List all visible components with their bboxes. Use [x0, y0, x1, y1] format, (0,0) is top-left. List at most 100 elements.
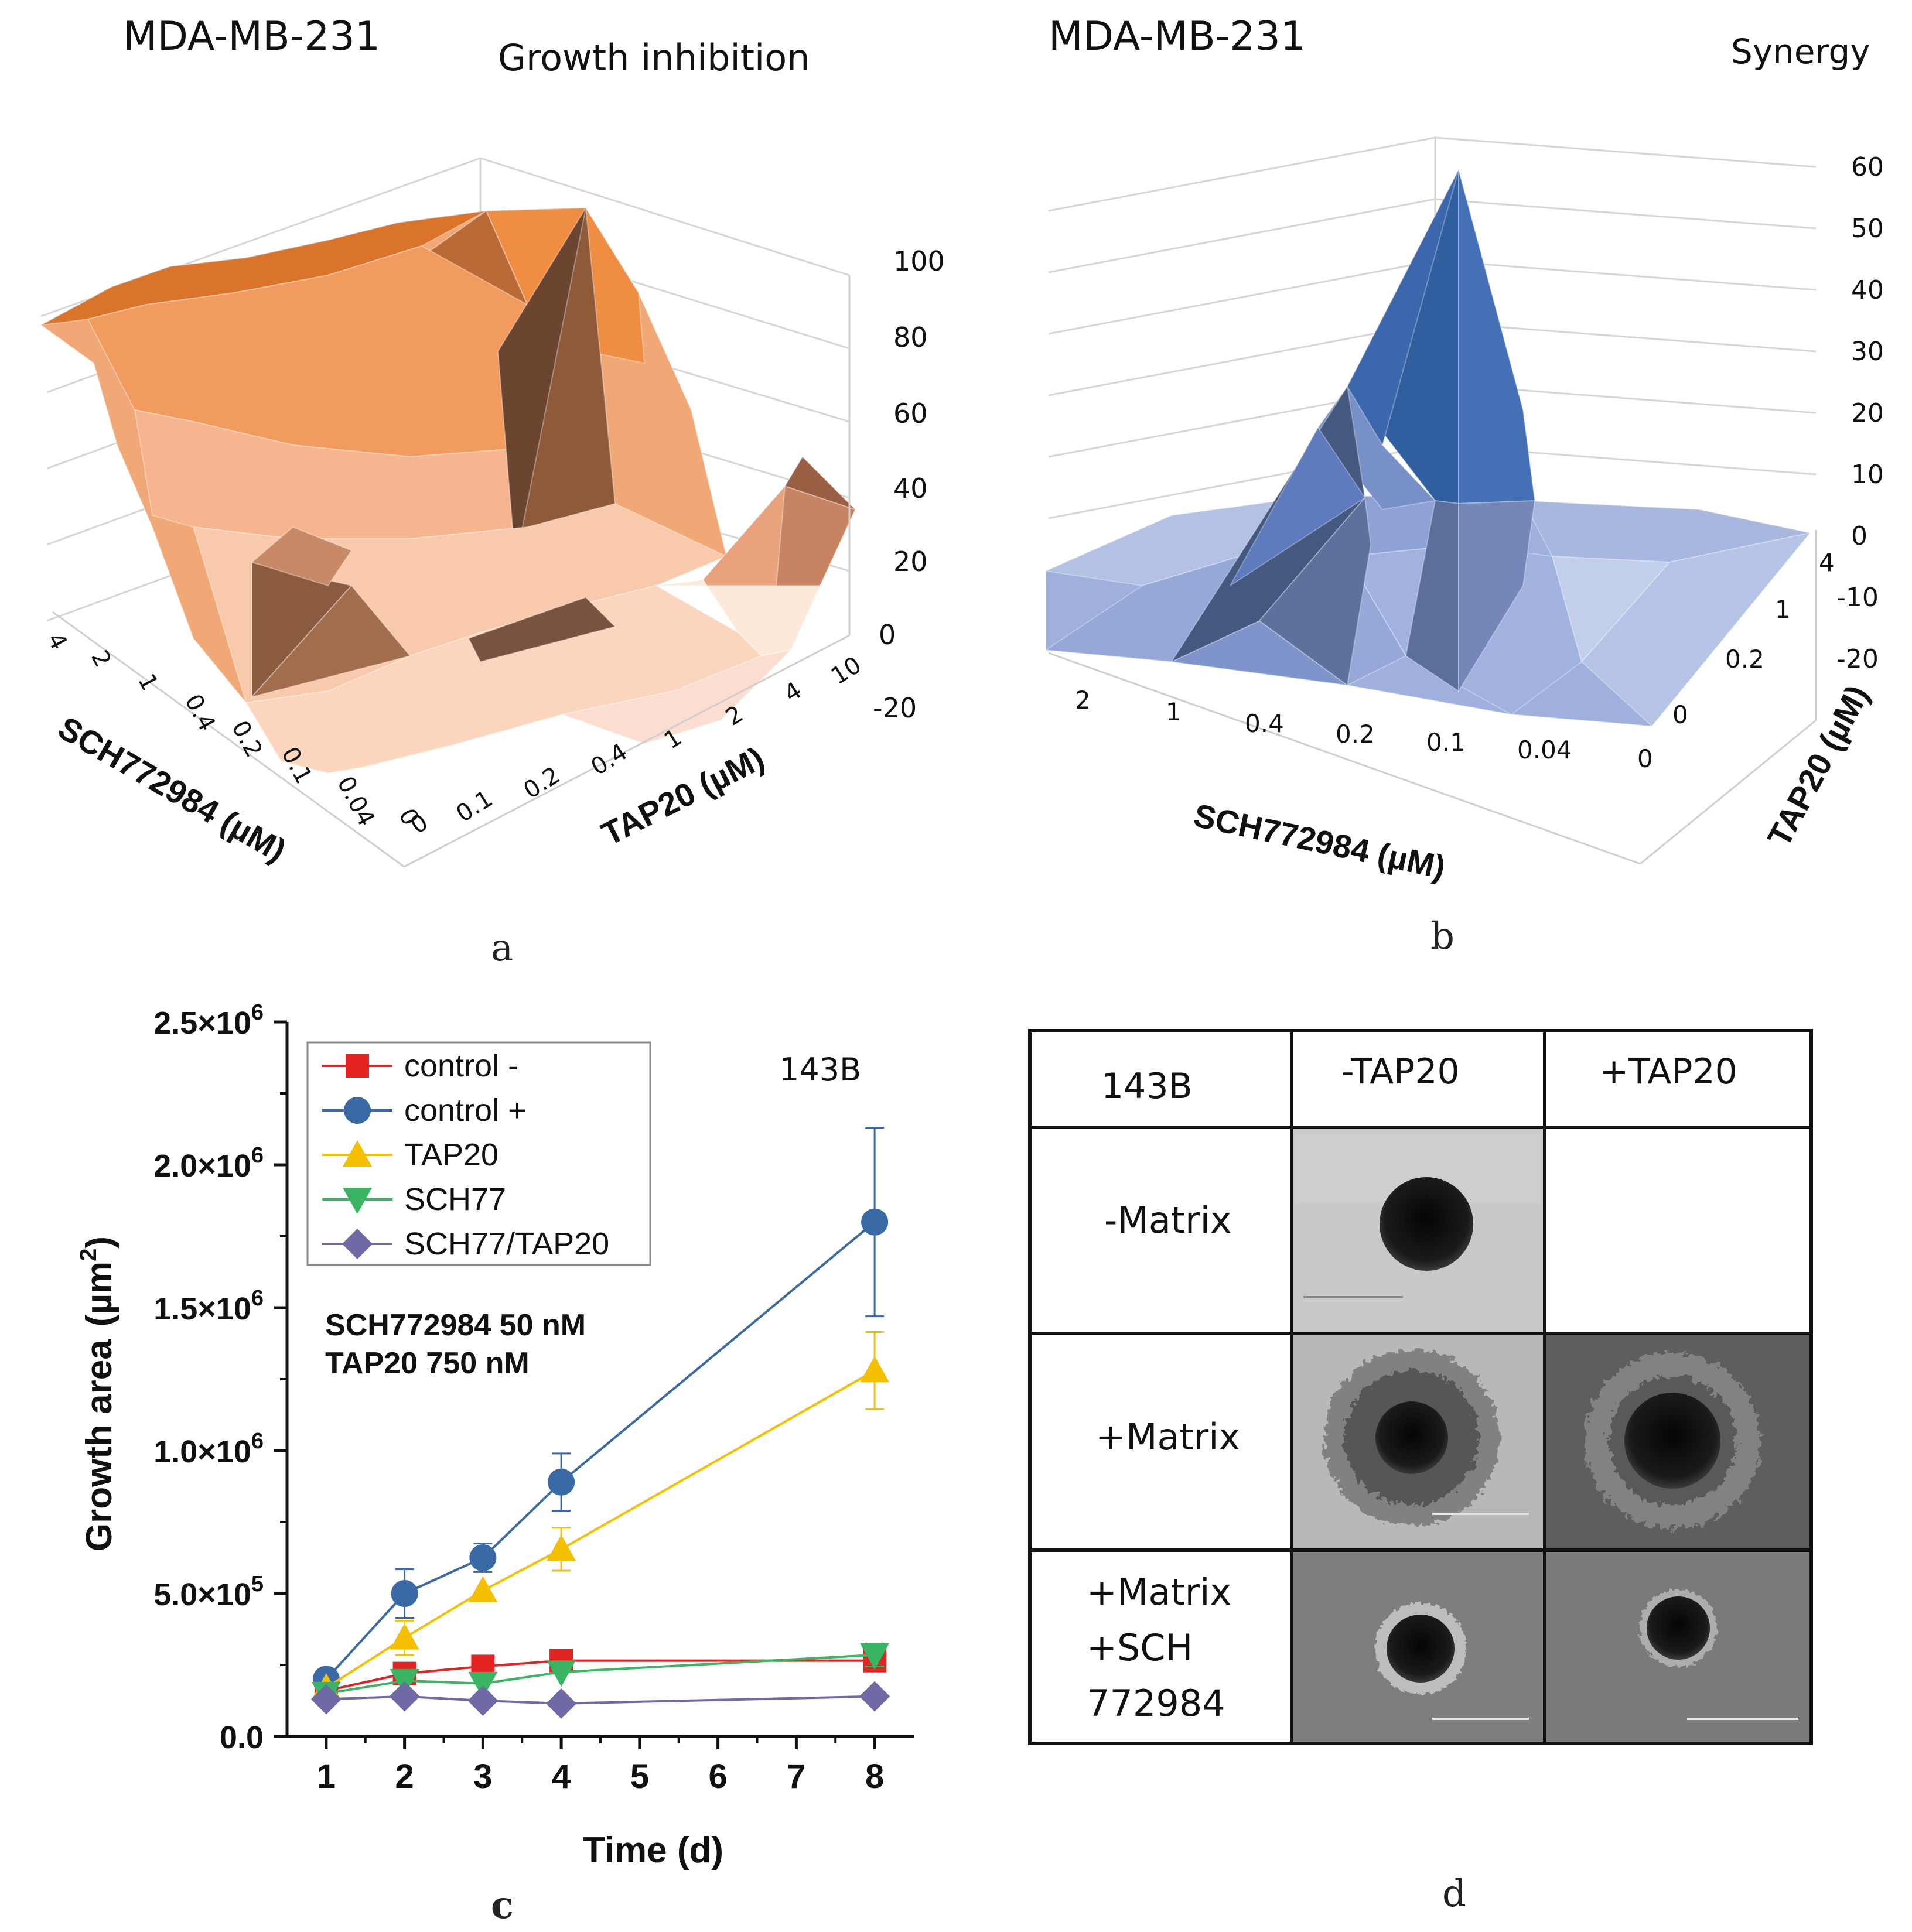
panel-b-tap-tick: 0.2	[1725, 645, 1764, 673]
panel-a-letter: a	[491, 926, 513, 970]
y-tick-text: 5.0×10	[153, 1577, 251, 1612]
panel-b-tap-tick: 0	[1672, 700, 1688, 729]
y-tick-text: 2.5×10	[153, 1006, 251, 1041]
x-tick-label: 3	[473, 1757, 492, 1796]
panel-a-title: Growth inhibition	[498, 36, 810, 79]
image-minus-matrix-plus-tap-empty	[1545, 1127, 1811, 1333]
panel-a-sch-tick: 4	[42, 628, 73, 654]
panel-a-tap-tick: 4	[780, 677, 807, 707]
panel-c-letter: c	[491, 1883, 514, 1927]
legend-marker	[342, 1229, 373, 1259]
series-line	[325, 1221, 876, 1680]
chart-annotation-sch: SCH772984 50 nM	[325, 1308, 586, 1342]
panel-b-letter: b	[1430, 915, 1455, 958]
y-tick-exponent: 6	[251, 1143, 264, 1168]
panel-b-z-tick: 0	[1851, 521, 1867, 551]
panel-a: MDA-MB-231 Growth inhibition	[40, 13, 945, 970]
legend-label: SCH77/TAP20	[404, 1226, 609, 1261]
panel-b: MDA-MB-231 Synergy	[1043, 13, 1884, 958]
panel-a-z-tick: 80	[893, 322, 928, 353]
legend-label: TAP20	[404, 1137, 499, 1172]
panel-b-sch-tick: 0.4	[1245, 709, 1284, 738]
x-tick-label: 6	[708, 1757, 727, 1796]
panel-b-sch-tick: 0	[1637, 744, 1653, 773]
y-tick-text: 1.0×10	[153, 1434, 251, 1469]
data-point	[468, 1671, 498, 1698]
y-axis-label-main: Growth area	[79, 1339, 120, 1551]
panel-a-z-tick: 100	[893, 245, 945, 277]
data-point	[310, 1684, 342, 1715]
panel-b-z-tick: 50	[1851, 214, 1884, 244]
data-point	[547, 1534, 576, 1561]
series-control-	[312, 1127, 889, 1693]
data-point	[468, 1576, 498, 1603]
legend-label: SCH77	[404, 1182, 506, 1217]
panel-a-tap-tick: 0.2	[519, 762, 565, 805]
data-point	[860, 1356, 890, 1383]
panel-b-sch-ticks: 2 1 0.4 0.2 0.1 0.04 0	[1075, 686, 1653, 773]
panel-b-sch-tick: 0.1	[1426, 728, 1466, 757]
data-point	[546, 1688, 577, 1719]
panel-a-axes	[52, 275, 851, 868]
y-tick-label: 1.0×106	[153, 1429, 264, 1469]
panel-b-z-ticks: 60 50 40 30 20 10 0 -10 -20	[1836, 152, 1884, 674]
panel-b-axes	[1048, 530, 1817, 865]
panel-b-z-tick: 30	[1851, 337, 1884, 367]
panel-b-sch-axis-label: SCH772984 (µM)	[1191, 796, 1449, 885]
panel-b-sch-tick: 2	[1075, 686, 1091, 714]
panel-d-row-sch-line-3: 772984	[1087, 1682, 1225, 1725]
legend-marker	[344, 1097, 371, 1124]
legend-marker	[343, 1188, 372, 1214]
panel-d: 143B -TAP20 +TAP20 -Matrix +Matrix +Matr…	[1028, 1029, 1813, 1916]
spheroid	[1375, 1401, 1448, 1474]
spheroid	[1647, 1596, 1710, 1660]
data-point	[547, 1660, 576, 1687]
x-tick-label: 7	[787, 1757, 805, 1796]
panel-a-z-tick: 20	[893, 546, 928, 577]
panel-b-tap-ticks: 4 1 0.2 0	[1672, 548, 1835, 729]
panel-b-z-tick: 10	[1851, 460, 1884, 490]
panel-d-row-minus-matrix: -Matrix	[1104, 1199, 1232, 1242]
panel-d-row-sch-line-2: +SCH	[1087, 1626, 1193, 1669]
panel-d-row-plus-matrix: +Matrix	[1095, 1415, 1240, 1458]
y-tick-label: 5.0×105	[153, 1572, 264, 1612]
panel-a-surface	[40, 207, 856, 774]
spheroid	[1380, 1177, 1473, 1271]
x-tick-label: 2	[395, 1757, 414, 1796]
panel-b-surface	[1043, 169, 1812, 727]
panel-b-sch-tick: 0.04	[1517, 736, 1572, 764]
y-tick-label: 2.0×106	[153, 1143, 264, 1184]
x-tick-label: 4	[552, 1757, 571, 1796]
data-point	[389, 1681, 420, 1712]
panel-a-z-tick: 0	[879, 619, 896, 651]
panel-b-z-tick: -20	[1836, 644, 1879, 674]
panel-b-z-tick: 40	[1851, 275, 1884, 305]
data-point	[469, 1544, 497, 1571]
panel-b-title: Synergy	[1731, 32, 1870, 71]
panel-a-z-tick: -20	[873, 692, 917, 724]
panel-a-z-tick: 40	[893, 473, 928, 504]
panel-d-col-minus-tap: -TAP20	[1341, 1051, 1460, 1092]
panel-d-letter: d	[1442, 1872, 1466, 1916]
panel-b-cell-line: MDA-MB-231	[1049, 13, 1306, 60]
panel-d-table-grid	[1028, 1029, 1813, 1745]
panel-a-z-tick: 60	[893, 398, 928, 429]
data-point	[860, 1643, 890, 1670]
y-tick-label: 1.5×106	[153, 1286, 264, 1326]
data-point	[391, 1580, 418, 1607]
panel-d-row-sch-line-1: +Matrix	[1087, 1571, 1231, 1613]
series-tap20	[311, 1331, 890, 1700]
panel-a-sch-tick: 0.04	[332, 772, 380, 830]
panel-d-corner: 143B	[1101, 1066, 1193, 1107]
data-point	[859, 1681, 890, 1712]
data-point	[548, 1468, 575, 1496]
y-tick-text: 1.5×10	[153, 1291, 251, 1326]
series-sch77-tap20	[310, 1681, 890, 1719]
chart-title: 143B	[779, 1051, 861, 1088]
panel-b-sch-tick: 0.2	[1336, 720, 1375, 748]
panel-a-sch-tick: 2	[86, 646, 117, 672]
panel-d-col-plus-tap: +TAP20	[1599, 1051, 1737, 1092]
x-tick-label: 8	[865, 1757, 884, 1796]
